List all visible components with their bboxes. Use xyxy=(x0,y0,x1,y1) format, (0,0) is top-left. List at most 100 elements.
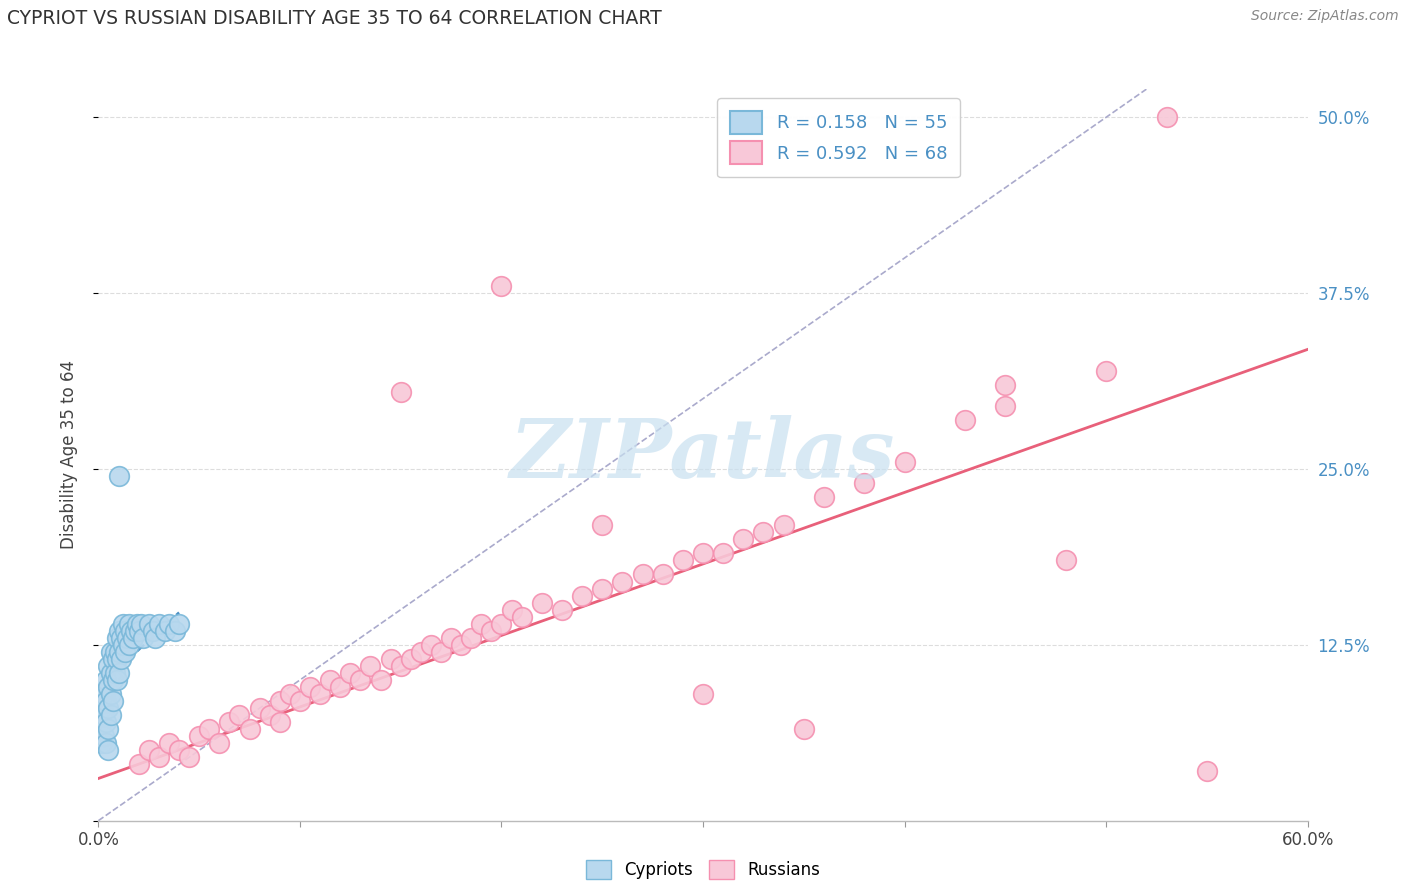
Text: Source: ZipAtlas.com: Source: ZipAtlas.com xyxy=(1251,9,1399,23)
Point xyxy=(249,701,271,715)
Point xyxy=(111,616,134,631)
Point xyxy=(711,546,734,560)
Point xyxy=(153,624,176,638)
Point xyxy=(612,574,634,589)
Point xyxy=(97,701,120,715)
Point xyxy=(269,715,291,730)
Point xyxy=(101,694,124,708)
Point xyxy=(813,490,835,504)
Point xyxy=(89,723,111,737)
Point xyxy=(143,631,166,645)
Point xyxy=(97,680,120,694)
Point xyxy=(793,723,815,737)
Point xyxy=(591,582,613,596)
Point xyxy=(142,624,165,638)
Point xyxy=(91,701,114,715)
Point xyxy=(510,609,533,624)
Point xyxy=(96,736,118,750)
Point xyxy=(853,476,876,491)
Point xyxy=(107,665,129,680)
Text: ZIPatlas: ZIPatlas xyxy=(510,415,896,495)
Point xyxy=(101,652,124,666)
Point xyxy=(259,708,281,723)
Point xyxy=(93,708,115,723)
Point xyxy=(551,602,574,616)
Point xyxy=(105,631,128,645)
Point xyxy=(138,743,160,757)
Point xyxy=(103,645,125,659)
Point xyxy=(380,652,402,666)
Point xyxy=(105,652,128,666)
Point xyxy=(571,589,593,603)
Point xyxy=(631,567,654,582)
Point xyxy=(530,596,553,610)
Point xyxy=(128,624,150,638)
Point xyxy=(96,694,118,708)
Point xyxy=(399,652,422,666)
Point xyxy=(370,673,392,687)
Point xyxy=(299,680,322,694)
Point xyxy=(228,708,250,723)
Point xyxy=(198,723,221,737)
Point xyxy=(481,624,503,638)
Point xyxy=(339,665,361,680)
Point xyxy=(319,673,342,687)
Point xyxy=(188,729,211,743)
Point xyxy=(420,638,443,652)
Point xyxy=(100,687,122,701)
Point xyxy=(501,602,523,616)
Point xyxy=(430,645,453,659)
Legend: Cypriots, Russians: Cypriots, Russians xyxy=(579,853,827,886)
Point xyxy=(132,631,155,645)
Point xyxy=(157,736,180,750)
Point xyxy=(1054,553,1077,567)
Point xyxy=(278,687,301,701)
Point xyxy=(893,455,915,469)
Point xyxy=(93,687,115,701)
Point xyxy=(208,736,231,750)
Point xyxy=(692,546,714,560)
Point xyxy=(107,645,129,659)
Point xyxy=(96,673,118,687)
Point xyxy=(96,715,118,730)
Point xyxy=(752,525,775,540)
Point xyxy=(118,616,141,631)
Point xyxy=(672,553,695,567)
Point xyxy=(651,567,673,582)
Point xyxy=(1156,111,1178,125)
Y-axis label: Disability Age 35 to 64: Disability Age 35 to 64 xyxy=(59,360,77,549)
Point xyxy=(491,279,513,293)
Point xyxy=(591,518,613,533)
Point xyxy=(269,694,291,708)
Point xyxy=(120,624,142,638)
Point xyxy=(93,729,115,743)
Point xyxy=(100,645,122,659)
Point xyxy=(491,616,513,631)
Point xyxy=(97,743,120,757)
Point xyxy=(450,638,472,652)
Point xyxy=(100,665,122,680)
Point xyxy=(309,687,332,701)
Point xyxy=(100,708,122,723)
Point xyxy=(692,687,714,701)
Point xyxy=(157,616,180,631)
Point xyxy=(1095,363,1118,377)
Point xyxy=(349,673,371,687)
Point xyxy=(953,413,976,427)
Point xyxy=(772,518,794,533)
Point xyxy=(114,645,136,659)
Point xyxy=(110,652,132,666)
Point xyxy=(115,631,138,645)
Point xyxy=(389,384,412,399)
Point xyxy=(101,673,124,687)
Point xyxy=(218,715,240,730)
Point xyxy=(107,624,129,638)
Point xyxy=(329,680,352,694)
Point xyxy=(97,723,120,737)
Point xyxy=(167,743,190,757)
Point xyxy=(148,616,170,631)
Point xyxy=(239,723,262,737)
Point xyxy=(440,631,463,645)
Point xyxy=(179,750,201,764)
Point xyxy=(129,616,152,631)
